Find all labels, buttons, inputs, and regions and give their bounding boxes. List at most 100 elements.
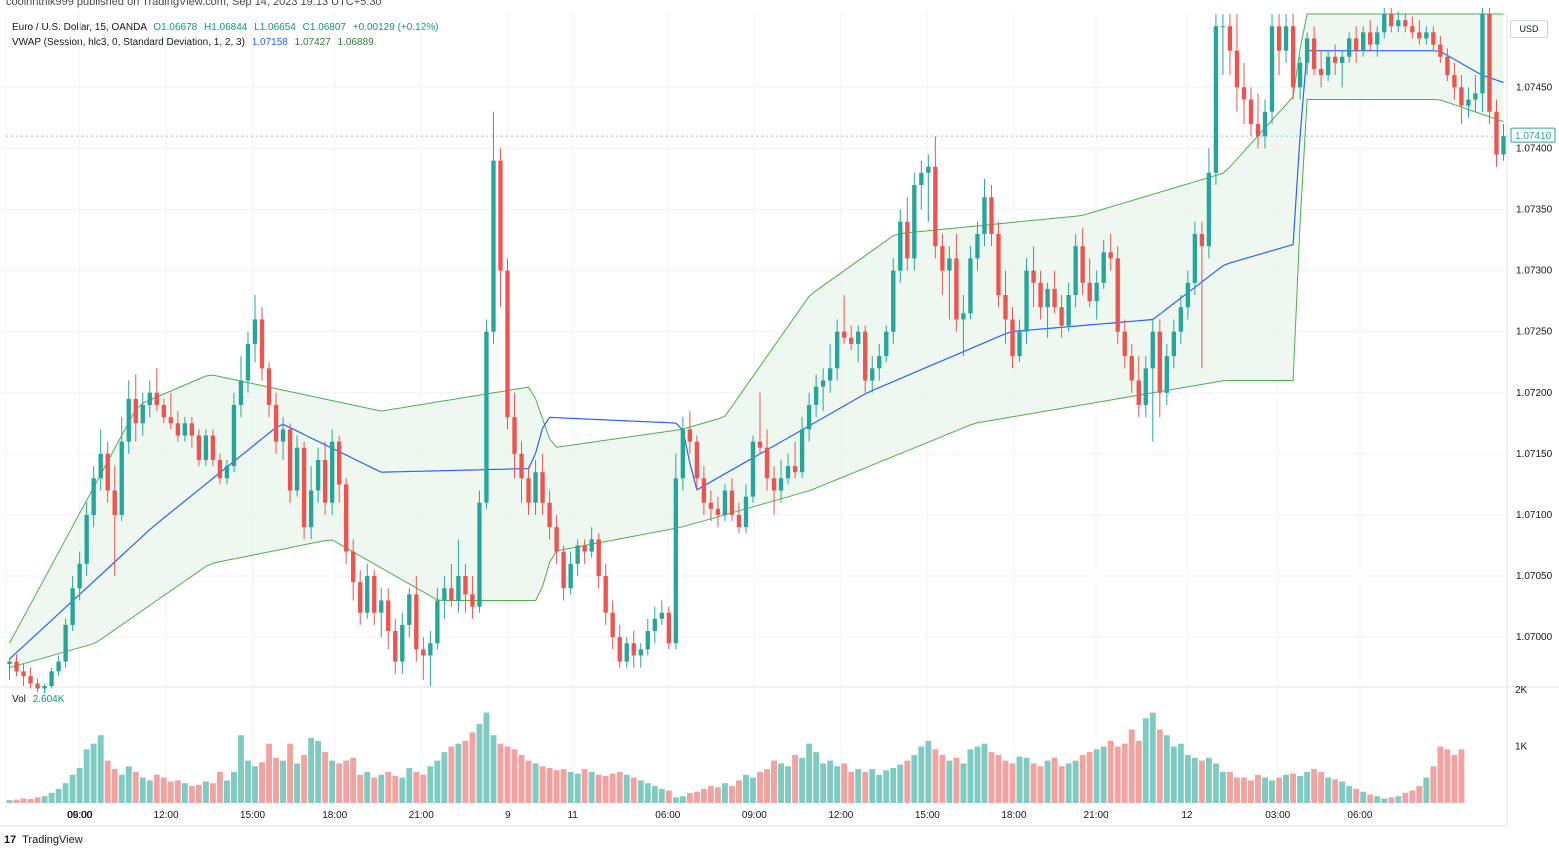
candle <box>1375 26 1380 57</box>
open-value: O1.06678 <box>153 22 198 33</box>
candle-body <box>533 472 538 503</box>
candle-body <box>70 588 75 625</box>
candle <box>301 441 307 540</box>
volume-bar <box>546 767 553 803</box>
candle <box>1431 26 1436 51</box>
volume-bar <box>602 775 609 803</box>
candle <box>63 618 68 668</box>
candle <box>849 325 854 350</box>
volume-bar <box>574 773 581 803</box>
candle-body <box>1403 20 1408 27</box>
candle <box>926 154 931 222</box>
volume-bar <box>1269 780 1275 803</box>
candle-body <box>1143 368 1148 405</box>
volume-bar <box>995 754 1002 803</box>
volume-bar <box>869 769 876 803</box>
vwap-lower-value: 1.06889 <box>337 37 374 48</box>
volume-bar <box>1430 766 1437 803</box>
candle <box>659 600 664 625</box>
candle-body <box>673 478 679 644</box>
time-tick-label: 11 <box>567 810 578 821</box>
price-tick-label: 1.07400 <box>1516 143 1553 154</box>
candle-body <box>154 392 159 405</box>
candle <box>1220 14 1226 76</box>
candle <box>1101 240 1106 289</box>
candle <box>1199 221 1205 369</box>
vwap-line <box>9 50 1504 660</box>
candle <box>1073 233 1078 308</box>
candle <box>196 429 202 467</box>
candle-body <box>210 435 216 460</box>
candle-body <box>77 563 82 589</box>
candle-body <box>1424 32 1429 39</box>
volume-bar <box>1072 760 1079 803</box>
candle-body <box>84 514 89 564</box>
time-tick-label: 15:00 <box>240 810 265 821</box>
candle-body <box>428 643 433 656</box>
currency-badge[interactable]: USD <box>1510 20 1548 38</box>
candle-body <box>834 331 840 369</box>
volume-bar <box>820 763 827 803</box>
volume-bar <box>862 771 869 803</box>
candle <box>147 380 152 418</box>
candle <box>14 654 19 677</box>
volume-bar <box>581 769 588 803</box>
candle-body <box>498 160 503 271</box>
volume-bar <box>315 740 322 803</box>
candle <box>1396 11 1401 33</box>
candle-body <box>1010 319 1015 357</box>
candle <box>785 453 791 485</box>
volume-bar <box>757 771 763 803</box>
volume-bar <box>483 712 490 803</box>
candle <box>231 392 237 473</box>
volume-bar <box>693 791 700 803</box>
candle-body <box>336 441 342 485</box>
volume-bar <box>1177 743 1184 803</box>
volume-bar <box>714 787 721 803</box>
volume-bar <box>658 788 665 803</box>
volume-bar <box>939 754 946 803</box>
candle-body <box>568 563 573 589</box>
candle-body <box>680 429 686 479</box>
candle <box>1339 50 1345 88</box>
candle-body <box>1368 32 1373 45</box>
candle <box>1445 48 1450 82</box>
volume-bar <box>518 754 525 803</box>
candle-body <box>1164 356 1169 393</box>
candle <box>126 380 131 454</box>
volume-bar <box>1276 777 1282 803</box>
candle-body <box>561 551 566 589</box>
volume-bar <box>97 735 104 803</box>
candle <box>175 411 181 442</box>
candle <box>863 325 868 393</box>
candle <box>701 466 707 515</box>
candle <box>56 655 61 677</box>
volume-bar <box>504 746 511 803</box>
tradingview-footer: 17 TradingView <box>4 834 83 846</box>
candle-body <box>1248 99 1254 124</box>
volume-label[interactable]: Vol <box>12 694 26 705</box>
candle-body <box>407 594 412 625</box>
volume-bar <box>1135 740 1142 803</box>
vwap-value: 1.07158 <box>251 37 288 48</box>
candle <box>294 435 300 497</box>
candle <box>315 447 321 503</box>
vwap-label[interactable]: VWAP (Session, hlc3, 0, Standard Deviati… <box>12 37 245 48</box>
candle <box>799 417 805 479</box>
candle <box>1010 307 1015 369</box>
candle <box>182 417 188 442</box>
volume-bar <box>1458 749 1465 803</box>
volume-bar <box>595 774 602 803</box>
candle <box>1087 258 1092 308</box>
candle <box>1361 26 1366 57</box>
candle <box>1206 148 1212 259</box>
candle-body <box>182 423 188 436</box>
candle <box>624 637 629 668</box>
candle <box>84 502 89 577</box>
candle-body <box>884 331 889 357</box>
candle-body <box>1431 32 1436 45</box>
candle-body <box>1255 123 1261 137</box>
volume-bar <box>1255 774 1261 803</box>
candle <box>203 429 209 467</box>
